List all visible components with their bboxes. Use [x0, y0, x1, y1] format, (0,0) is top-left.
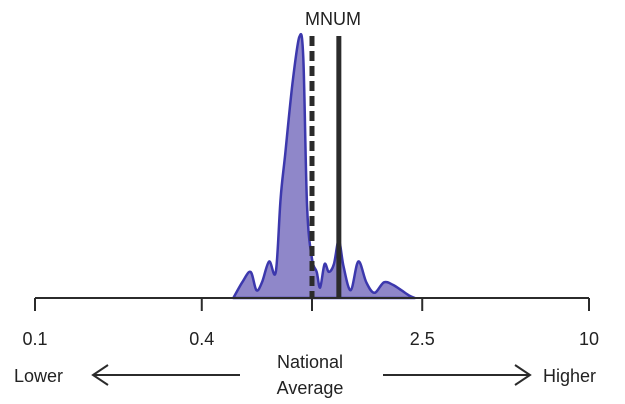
national-average-label-line2: Average: [277, 378, 344, 398]
density-area: [232, 32, 417, 300]
x-tick-label: 10: [579, 329, 599, 349]
x-tick-label: 2.5: [410, 329, 435, 349]
x-tick-label: 0.4: [189, 329, 214, 349]
chart-title: MNUM: [305, 9, 361, 29]
x-axis-ticks: 0.1 0.4 2.5 10: [22, 298, 599, 349]
higher-label: Higher: [543, 366, 596, 386]
right-arrow: [383, 364, 532, 386]
left-arrow: [91, 364, 240, 386]
x-tick-label: 0.1: [22, 329, 47, 349]
national-average-label-line1: National: [277, 352, 343, 372]
lower-label: Lower: [14, 366, 63, 386]
